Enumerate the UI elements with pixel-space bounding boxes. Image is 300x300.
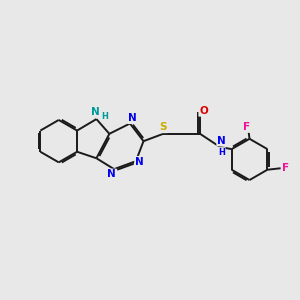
Text: F: F	[243, 122, 250, 132]
Text: F: F	[282, 163, 290, 173]
Text: H: H	[101, 112, 108, 121]
Text: N: N	[135, 157, 144, 167]
Text: H: H	[218, 148, 225, 157]
Text: N: N	[128, 113, 137, 123]
Text: S: S	[160, 122, 167, 132]
Text: N: N	[92, 107, 100, 117]
Text: O: O	[199, 106, 208, 116]
Text: N: N	[217, 136, 226, 146]
Text: N: N	[107, 169, 116, 179]
